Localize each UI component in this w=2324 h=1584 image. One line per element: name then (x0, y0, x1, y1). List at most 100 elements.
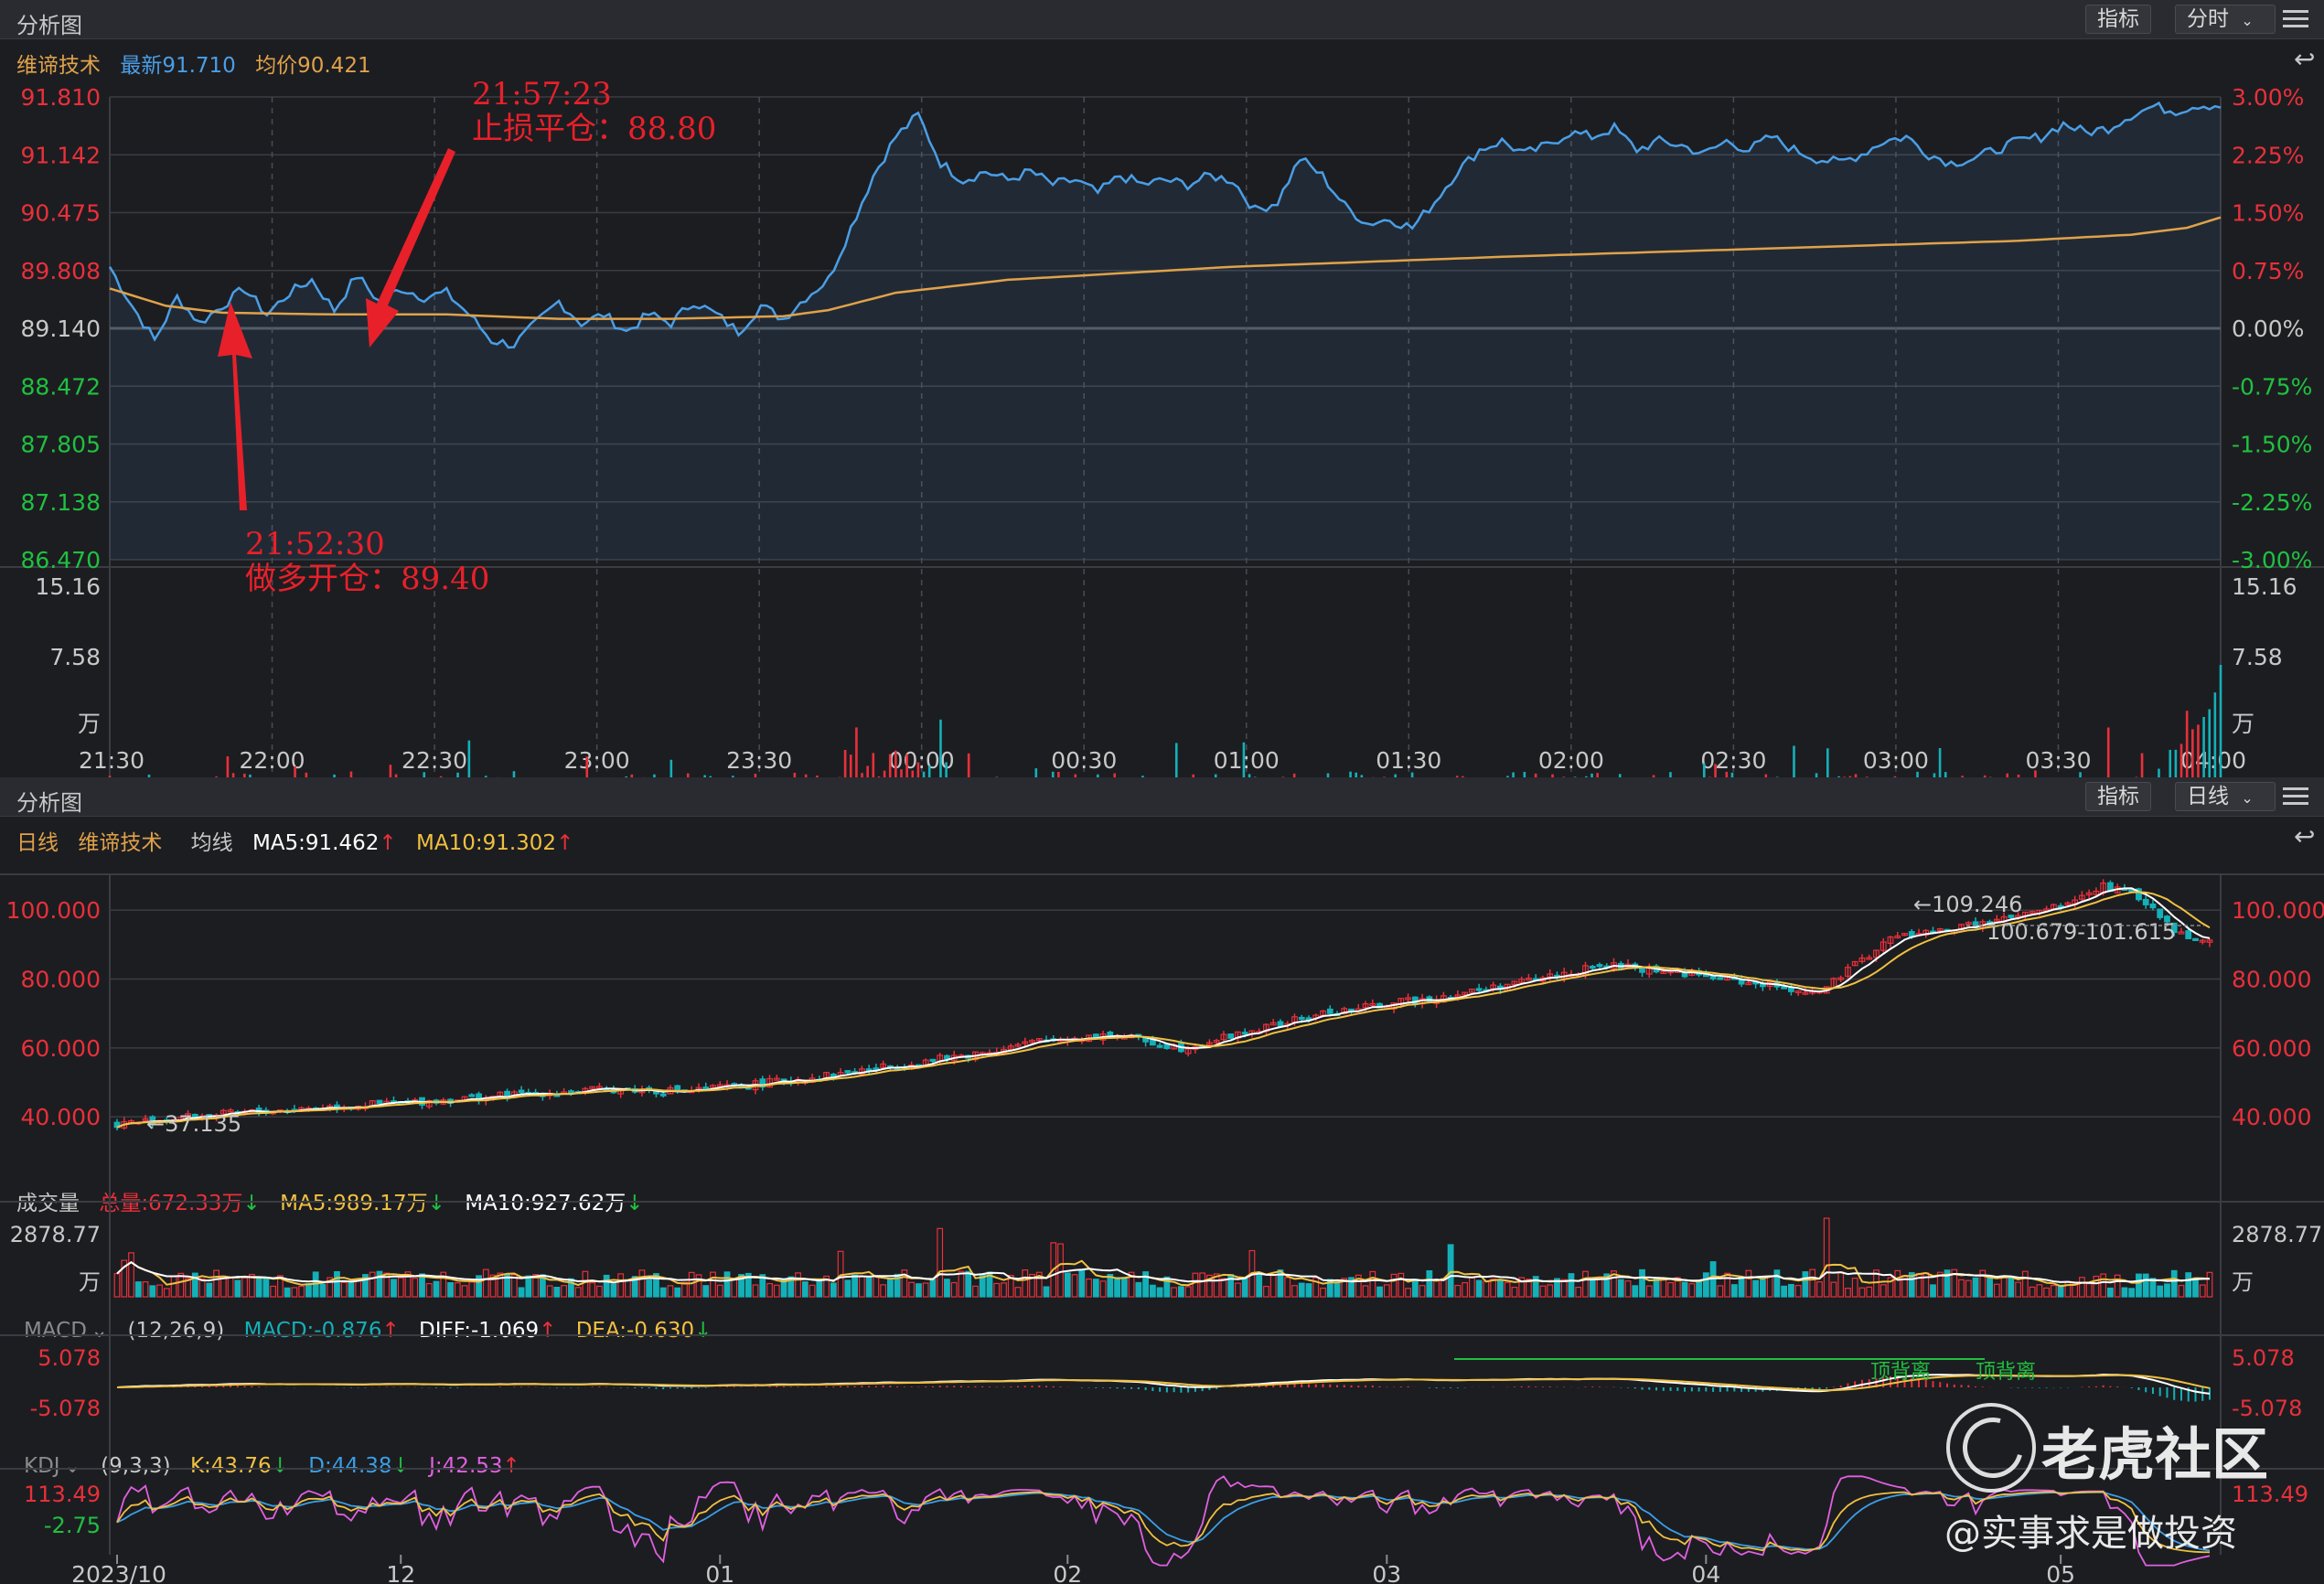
menu-icon[interactable] (2283, 783, 2308, 809)
volume-bar (456, 772, 459, 777)
volume-bar (1220, 1278, 1227, 1298)
volume-bar (1908, 1272, 1915, 1298)
volume-info-bar: 成交量 总量:672.33万↓ MA5:989.17万↓ MA10:927.62… (16, 1185, 657, 1216)
candle (567, 1090, 574, 1094)
volume-bar (334, 1270, 340, 1298)
volume-bar (1174, 743, 1178, 777)
period-dropdown[interactable]: 分时 ⌄ (2175, 5, 2276, 34)
volume-bar (1858, 1287, 1866, 1298)
volume-bar (177, 1272, 185, 1298)
candle (1269, 1022, 1277, 1026)
volume-bar (2185, 1272, 2192, 1298)
candle (1845, 967, 1851, 978)
volume-bar (2100, 1273, 2107, 1298)
y-tick-label: 80.000 (21, 967, 101, 993)
volume-bar (1582, 1270, 1589, 1298)
volume-bar (2078, 1277, 2085, 1298)
chevron-down-icon[interactable]: ⌄ (90, 1319, 109, 1343)
macd-label[interactable]: MACD (24, 1319, 87, 1343)
volume-bar (1539, 1285, 1547, 1298)
candle (149, 1116, 156, 1125)
exit-text: 止损平仓：88.80 (472, 111, 717, 147)
volume-bar (241, 1277, 249, 1298)
volume-bar (674, 1287, 681, 1298)
volume-bar (922, 771, 926, 777)
candle (1468, 988, 1475, 993)
volume-bar (1866, 1286, 1873, 1298)
daily-info-bar: 日线 维谛技术 均线 MA5:91.462↑ MA10:91.302↑ (16, 825, 586, 856)
volume-bar (1355, 772, 1358, 777)
volume-bar (843, 750, 847, 777)
y-tick-label-right: 2878.77 (2232, 1222, 2322, 1247)
volume-bar (461, 1285, 468, 1298)
volume-bar (404, 1271, 412, 1298)
down-arrow-icon: ↓ (626, 1192, 644, 1215)
volume-bar (582, 1270, 589, 1298)
y-tick-label-right: 113.49 (2232, 1482, 2308, 1507)
volume-bar (688, 1271, 695, 1298)
volume-bar (1681, 1281, 1688, 1298)
y-tick-label: 15.16 (35, 573, 101, 600)
volume-bar (1383, 1284, 1390, 1298)
y-tick-label: 7.58 (49, 644, 101, 670)
entry-time: 21:52:30 (245, 526, 385, 562)
volume-bar (234, 1279, 241, 1298)
x-tick-label: 03:30 (2025, 747, 2091, 774)
volume-bar (1837, 776, 1840, 777)
volume-bar (1263, 1285, 1269, 1298)
y-tick-label: 87.138 (21, 489, 101, 516)
series-line-d (116, 1491, 2211, 1552)
reset-icon[interactable]: ↩ (2294, 44, 2316, 74)
up-arrow-icon: ↑ (556, 831, 574, 855)
volume-bar (1730, 772, 1734, 777)
volume-bar (849, 755, 852, 777)
volume-bar (585, 756, 589, 777)
candle (1787, 987, 1794, 992)
volume-bar (1440, 1278, 1447, 1298)
macd-value: MACD:-0.876 (243, 1319, 382, 1343)
tiger-logo-icon (1951, 1406, 2035, 1490)
exit-annotation: 21:57:23 止损平仓：88.80 (472, 77, 716, 146)
volume-bar (752, 1284, 759, 1298)
volume-bar (1362, 1285, 1369, 1298)
volume-bar (886, 1279, 894, 1298)
bottom-panel-header: 分析图 指标 日线 ⌄ (0, 777, 2324, 817)
reset-icon[interactable]: ↩ (2294, 821, 2316, 851)
volume-bar (2174, 749, 2178, 777)
y-tick-label: 2878.77 (10, 1222, 101, 1247)
candle (1227, 1033, 1235, 1039)
indicator-button[interactable]: 指标 (2085, 782, 2151, 811)
volume-bar (1793, 745, 1795, 777)
indicator-button[interactable]: 指标 (2085, 5, 2151, 34)
volume-bar (929, 1279, 937, 1298)
period-dropdown[interactable]: 日线 ⌄ (2175, 782, 2276, 811)
y-tick-label-right: 80.000 (2232, 967, 2311, 993)
volume-bar (1455, 776, 1459, 777)
x-tick-label: 01 (705, 1561, 734, 1584)
volume-bar (2079, 772, 2082, 777)
volume-bar (958, 1270, 965, 1298)
candle (2178, 931, 2185, 935)
volume-bar (276, 1275, 284, 1298)
volume-bar (1078, 1269, 1086, 1298)
volume-bar (2169, 749, 2172, 777)
volume-bar (1512, 772, 1515, 777)
watermark (1946, 1403, 2036, 1493)
volume-bar (916, 1283, 922, 1298)
volume-bar (546, 1285, 553, 1298)
volume-bar (1865, 776, 1869, 777)
volume-bar (2191, 729, 2194, 777)
volume-bar (1349, 771, 1352, 777)
volume-bar (1001, 1282, 1007, 1298)
volume-bar (1320, 1287, 1326, 1298)
chevron-down-icon[interactable]: ⌄ (63, 1454, 81, 1478)
kdj-label[interactable]: KDJ (24, 1454, 60, 1478)
down-arrow-icon: ↓ (694, 1319, 712, 1343)
volume-bar (1192, 774, 1194, 777)
volume-bar (1483, 1280, 1490, 1298)
candle (1107, 1031, 1114, 1037)
volume-bar (1632, 1285, 1639, 1298)
down-arrow-icon: ↓ (271, 1454, 289, 1478)
volume-bar (1050, 1242, 1057, 1298)
menu-icon[interactable] (2283, 5, 2308, 32)
